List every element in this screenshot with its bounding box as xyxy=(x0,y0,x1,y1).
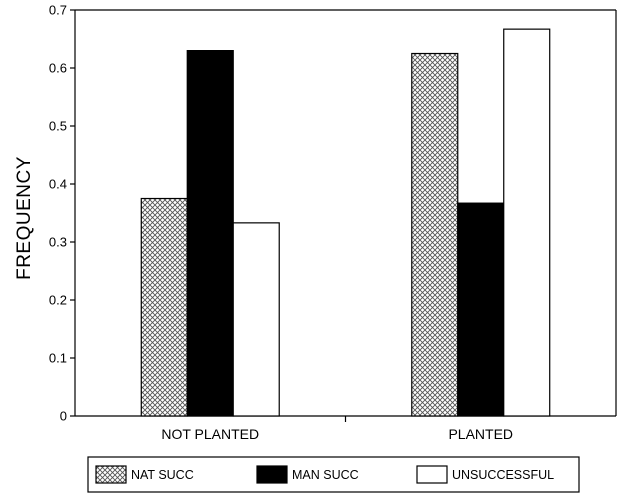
legend: NAT SUCC MAN SUCC UNSUCCESSFUL xyxy=(87,456,580,493)
legend-swatch-unsuccessful xyxy=(416,465,448,484)
legend-swatch-nat-succ xyxy=(95,465,127,484)
y-tick-label: 0.6 xyxy=(49,61,67,76)
bar-man-succ-planted xyxy=(457,202,505,417)
y-tick-label: 0.7 xyxy=(49,3,67,18)
x-axis-ticks: NOT PLANTED PLANTED xyxy=(161,416,513,442)
x-category-label: NOT PLANTED xyxy=(161,426,259,442)
y-tick-label: 0.5 xyxy=(49,119,67,134)
bar-man-succ-not-planted xyxy=(186,49,234,417)
y-tick-label: 0.2 xyxy=(49,293,67,308)
bar-nat-succ-not-planted xyxy=(140,197,188,417)
bar-unsuccessful-planted xyxy=(503,28,551,417)
bar-unsuccessful-not-planted xyxy=(232,222,280,417)
legend-label-unsuccessful: UNSUCCESSFUL xyxy=(452,468,554,482)
y-tick-label: 0.1 xyxy=(49,351,67,366)
legend-label-man-succ: MAN SUCC xyxy=(292,468,359,482)
legend-label-nat-succ: NAT SUCC xyxy=(131,468,194,482)
x-category-label: PLANTED xyxy=(448,426,513,442)
bars xyxy=(140,28,551,417)
y-tick-label: 0 xyxy=(60,409,67,424)
y-tick-label: 0.4 xyxy=(49,177,67,192)
legend-frame xyxy=(87,456,580,493)
bar-nat-succ-planted xyxy=(411,52,459,417)
y-axis-ticks: 0 0.1 0.2 0.3 0.4 0.5 0.6 0.7 xyxy=(49,3,75,424)
y-axis-title: FREQUENCY xyxy=(14,156,35,280)
legend-swatch-man-succ xyxy=(256,465,288,484)
y-tick-label: 0.3 xyxy=(49,235,67,250)
